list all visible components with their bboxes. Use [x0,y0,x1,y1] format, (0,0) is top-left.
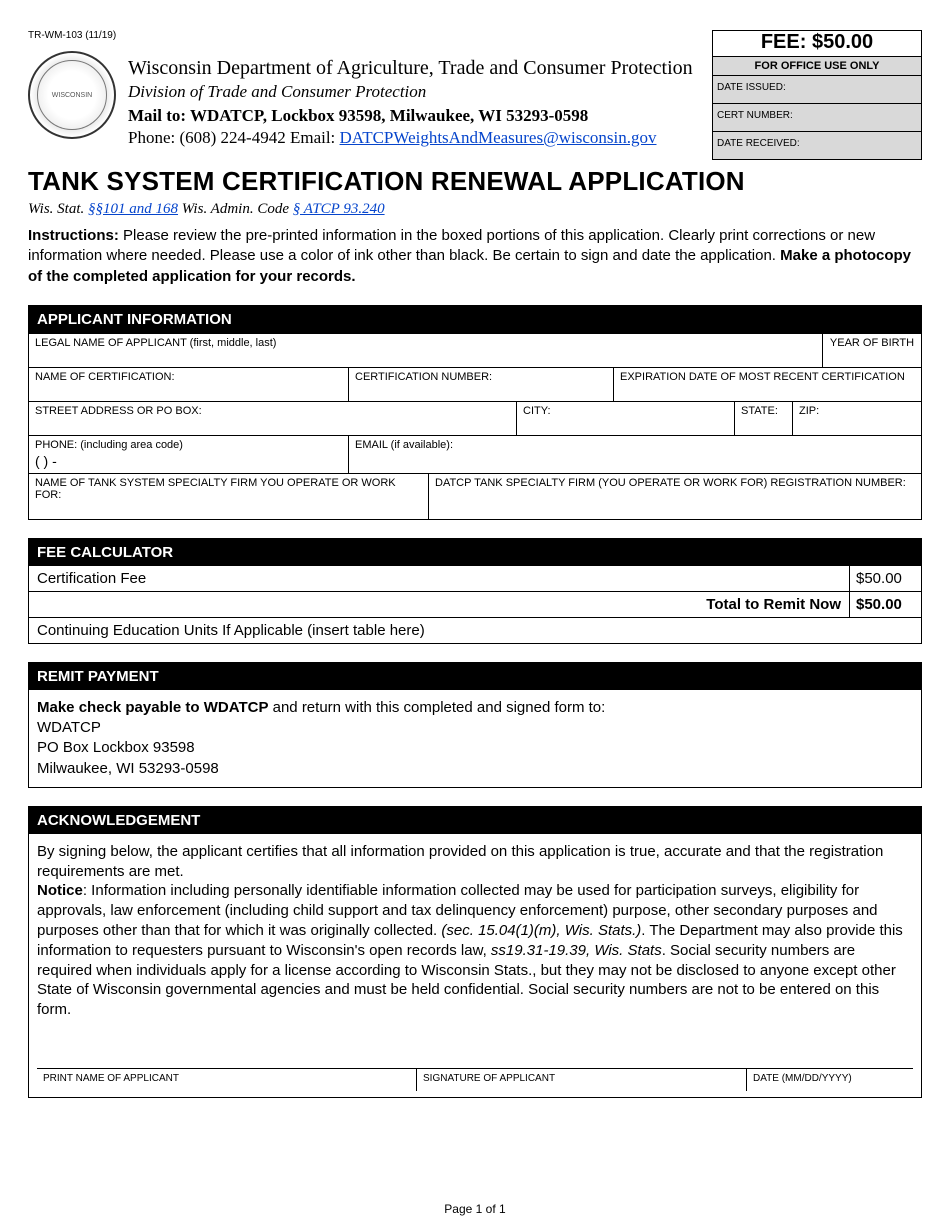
ack-p1: By signing below, the applicant certifie… [37,842,913,882]
fee-total-amount: $50.00 [849,592,921,617]
phone-template: ( ) - [35,453,342,469]
phone-label: Phone: (608) 224-4942 Email: [128,128,340,147]
fee-section: FEE CALCULATOR Certification Fee $50.00 … [28,538,922,644]
office-date-issued: DATE ISSUED: [713,76,921,104]
field-city[interactable]: CITY: [517,402,735,435]
field-street[interactable]: STREET ADDRESS OR PO BOX: [29,402,517,435]
page-title: TANK SYSTEM CERTIFICATION RENEWAL APPLIC… [28,166,922,197]
office-date-received: DATE RECEIVED: [713,132,921,159]
remit-addr1: WDATCP [37,719,101,736]
fee-line-amount: $50.00 [849,566,921,591]
instructions-body: Please review the pre-printed informatio… [28,227,875,264]
remit-lead: Make check payable to WDATCP [37,699,268,716]
field-cert-number[interactable]: CERTIFICATION NUMBER: [349,368,614,401]
stat-prefix: Wis. Stat. [28,201,88,217]
remit-header: REMIT PAYMENT [29,663,921,690]
sig-date[interactable]: DATE (MM/DD/YYYY) [747,1069,913,1091]
instructions: Instructions: Please review the pre-prin… [28,226,922,287]
office-use-header: FOR OFFICE USE ONLY [713,57,921,76]
notice-label: Notice [37,882,83,899]
field-zip[interactable]: ZIP: [793,402,921,435]
office-use-box: FEE: $50.00 FOR OFFICE USE ONLY DATE ISS… [712,30,922,160]
office-cert-number: CERT NUMBER: [713,104,921,132]
remit-addr2: PO Box Lockbox 93598 [37,739,195,756]
ack-p2: Notice: Information including personally… [37,881,913,1020]
phone-label-small: PHONE: (including area code) [35,439,183,451]
ack-ital2: ss19.31-19.39, Wis. Stats [491,942,662,959]
stat-mid: Wis. Admin. Code [178,201,293,217]
field-firm-name[interactable]: NAME OF TANK SYSTEM SPECIALTY FIRM YOU O… [29,474,429,519]
applicant-section: APPLICANT INFORMATION LEGAL NAME OF APPL… [28,305,922,520]
stat-link-2[interactable]: § ATCP 93.240 [293,201,385,217]
fee-amount: FEE: $50.00 [713,31,921,57]
remit-section: REMIT PAYMENT Make check payable to WDAT… [28,662,922,788]
field-firm-reg[interactable]: DATCP TANK SPECIALTY FIRM (YOU OPERATE O… [429,474,921,519]
field-cert-name[interactable]: NAME OF CERTIFICATION: [29,368,349,401]
ceu-row: Continuing Education Units If Applicable… [29,617,921,643]
field-state[interactable]: STATE: [735,402,793,435]
ack-section: ACKNOWLEDGEMENT By signing below, the ap… [28,806,922,1098]
email-link[interactable]: DATCPWeightsAndMeasures@wisconsin.gov [340,128,657,147]
remit-body: Make check payable to WDATCP and return … [29,690,921,787]
sig-signature[interactable]: SIGNATURE OF APPLICANT [417,1069,747,1091]
state-seal-icon: WISCONSIN [28,51,116,139]
ack-ital1: (sec. 15.04(1)(m), Wis. Stats.) [441,922,641,939]
signature-row: PRINT NAME OF APPLICANT SIGNATURE OF APP… [37,1068,913,1091]
fee-header: FEE CALCULATOR [29,539,921,566]
statute-line: Wis. Stat. §§101 and 168 Wis. Admin. Cod… [28,201,922,218]
field-expiration[interactable]: EXPIRATION DATE OF MOST RECENT CERTIFICA… [614,368,921,401]
ack-header: ACKNOWLEDGEMENT [29,807,921,834]
fee-line-label: Certification Fee [29,566,849,591]
instructions-lead: Instructions: [28,227,119,244]
remit-text: and return with this completed and signe… [268,699,605,716]
remit-addr3: Milwaukee, WI 53293-0598 [37,760,219,777]
applicant-header: APPLICANT INFORMATION [29,306,921,333]
field-legal-name[interactable]: LEGAL NAME OF APPLICANT (first, middle, … [29,334,823,367]
field-year-of-birth[interactable]: YEAR OF BIRTH [823,334,921,367]
field-phone[interactable]: PHONE: (including area code) ( ) - [29,436,349,473]
field-email[interactable]: EMAIL (if available): [349,436,921,473]
fee-total-label: Total to Remit Now [29,592,849,617]
page-number: Page 1 of 1 [0,1202,950,1216]
stat-link-1[interactable]: §§101 and 168 [88,201,178,217]
ack-body: By signing below, the applicant certifie… [29,834,921,1097]
sig-print-name[interactable]: PRINT NAME OF APPLICANT [37,1069,417,1091]
